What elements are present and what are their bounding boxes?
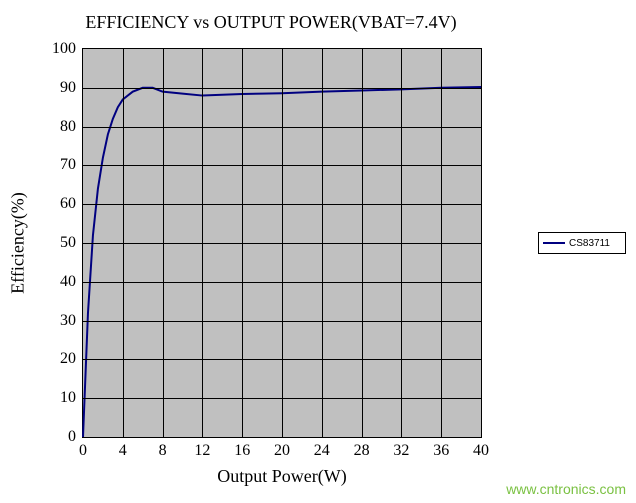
x-tick-label: 40 bbox=[466, 442, 496, 460]
y-tick-label: 50 bbox=[36, 234, 76, 252]
legend-label: CS83711 bbox=[569, 238, 610, 249]
x-tick-label: 0 bbox=[68, 442, 98, 460]
grid-line-v bbox=[202, 49, 203, 437]
y-tick-label: 60 bbox=[36, 195, 76, 213]
x-axis-label: Output Power(W) bbox=[217, 466, 346, 487]
y-tick-label: 90 bbox=[36, 79, 76, 97]
y-tick-label: 10 bbox=[36, 389, 76, 407]
grid-line-v bbox=[282, 49, 283, 437]
grid-line-v bbox=[242, 49, 243, 437]
efficiency-chart: EFFICIENCY vs OUTPUT POWER(VBAT=7.4V) Ef… bbox=[0, 0, 636, 503]
y-tick-label: 30 bbox=[36, 312, 76, 330]
x-tick-label: 8 bbox=[148, 442, 178, 460]
grid-line-v bbox=[163, 49, 164, 437]
legend-swatch bbox=[543, 242, 565, 244]
y-tick-label: 80 bbox=[36, 118, 76, 136]
watermark: www.cntronics.com bbox=[506, 481, 626, 497]
x-tick-label: 4 bbox=[108, 442, 138, 460]
grid-line-v bbox=[362, 49, 363, 437]
grid-line-v bbox=[441, 49, 442, 437]
y-tick-label: 40 bbox=[36, 273, 76, 291]
chart-title: EFFICIENCY vs OUTPUT POWER(VBAT=7.4V) bbox=[0, 12, 542, 33]
x-tick-label: 16 bbox=[227, 442, 257, 460]
x-tick-label: 20 bbox=[267, 442, 297, 460]
legend: CS83711 bbox=[538, 232, 626, 254]
x-tick-label: 12 bbox=[187, 442, 217, 460]
grid-line-v bbox=[123, 49, 124, 437]
y-axis-label: Efficiency(%) bbox=[8, 192, 29, 294]
y-tick-label: 20 bbox=[36, 350, 76, 368]
x-tick-label: 36 bbox=[426, 442, 456, 460]
grid-line-v bbox=[401, 49, 402, 437]
plot-area bbox=[82, 48, 482, 438]
x-tick-label: 24 bbox=[307, 442, 337, 460]
x-tick-label: 32 bbox=[386, 442, 416, 460]
x-tick-label: 28 bbox=[347, 442, 377, 460]
grid-line-v bbox=[322, 49, 323, 437]
y-tick-label: 70 bbox=[36, 156, 76, 174]
y-tick-label: 100 bbox=[36, 40, 76, 58]
